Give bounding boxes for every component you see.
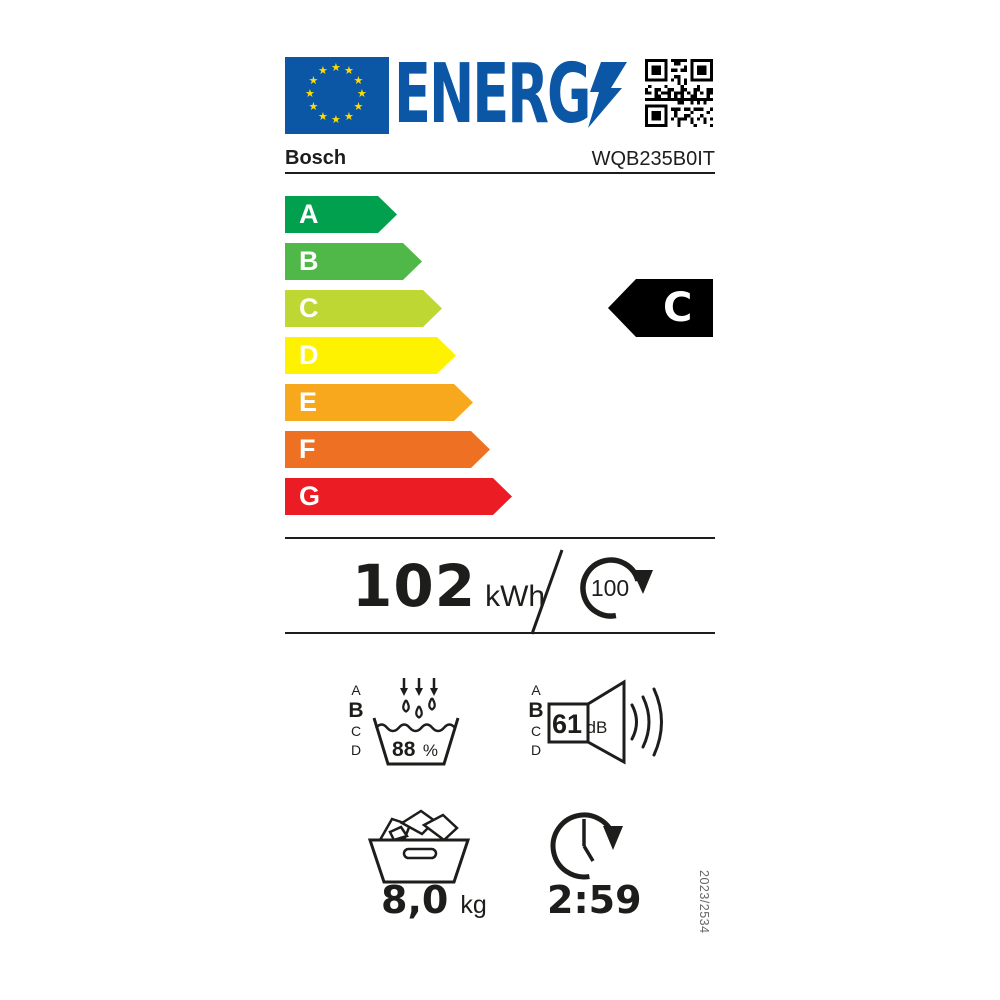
- eu-star-icon: ★: [353, 101, 364, 113]
- svg-text:88 %: 88 %: [392, 738, 438, 761]
- energy-class-arrow-c: C: [285, 290, 442, 327]
- class-letter-b: B: [348, 699, 364, 722]
- eu-star-icon: ★: [331, 114, 341, 126]
- energy-class-indicator-label: C: [663, 285, 693, 331]
- energy-class-arrow-g: G: [285, 478, 512, 515]
- class-letter-d: D: [530, 742, 542, 758]
- eu-star-icon: ★: [353, 75, 364, 87]
- class-letter-c: C: [530, 723, 542, 739]
- lightning-bolt-icon: [588, 62, 627, 128]
- eu-star-icon: ★: [318, 110, 328, 123]
- energy-class-arrow-label: F: [299, 434, 316, 464]
- class-letter-b: B: [528, 699, 544, 722]
- divider-bottom: [285, 632, 715, 634]
- per-slash-icon: [530, 549, 564, 635]
- eu-star-icon: ★: [305, 88, 315, 100]
- capacity: 8,0 kg: [381, 878, 487, 922]
- energy-class-arrow-label: C: [299, 293, 319, 323]
- eu-star-icon: ★: [344, 110, 354, 123]
- class-letter-c: C: [350, 723, 362, 739]
- energy-class-indicator: C: [608, 279, 713, 337]
- model-number: WQB235B0IT: [591, 148, 715, 170]
- capacity-unit: kg: [460, 891, 487, 919]
- energy-class-arrow-label: G: [299, 481, 321, 511]
- energy-consumption: 102 kWh: [352, 552, 545, 620]
- eu-star-icon: ★: [331, 62, 341, 74]
- class-letter-a: A: [531, 682, 541, 698]
- divider-top: [285, 537, 715, 539]
- cycle-duration-value: 2:59: [547, 878, 642, 922]
- energy-class-arrow-b: B: [285, 243, 422, 280]
- condensation-value: 88: [392, 738, 416, 761]
- eu-star-icon: ★: [308, 101, 319, 113]
- noise-value: 61: [552, 709, 582, 739]
- laundry-basket-icon: [367, 809, 471, 884]
- eu-star-icon: ★: [308, 75, 319, 87]
- energy-class-arrow-label: A: [299, 199, 319, 229]
- energy-class-arrow-label: B: [299, 246, 319, 276]
- condensation-unit: %: [423, 741, 438, 760]
- class-letter-a: A: [351, 682, 361, 698]
- capacity-value: 8,0: [381, 878, 449, 922]
- class-letter-d: D: [350, 742, 362, 758]
- eu-star-icon: ★: [357, 88, 367, 100]
- eu-star-icon: ★: [344, 65, 354, 78]
- eu-star-icon: ★: [318, 65, 328, 78]
- cycle-counter-icon: 100: [580, 557, 653, 619]
- header-divider: [285, 172, 715, 174]
- energy-class-arrow-e: E: [285, 384, 473, 421]
- energy-class-arrow-label: E: [299, 387, 318, 417]
- energy-class-arrow-d: D: [285, 337, 456, 374]
- energy-class-arrow-f: F: [285, 431, 490, 468]
- energy-logo-text: ENERG: [394, 47, 591, 142]
- brand-name: Bosch: [285, 147, 347, 169]
- clock-icon: [550, 812, 623, 880]
- per-100-cycles-value: 100: [591, 575, 629, 601]
- svg-text:61 dB: 61 dB: [552, 709, 607, 739]
- regulation-number: 2023/2534: [697, 870, 711, 934]
- energy-class-arrow-a: A: [285, 196, 397, 233]
- noise-unit: dB: [587, 718, 608, 737]
- qr-code-icon: [645, 59, 713, 127]
- water-tub-icon: 88 %: [372, 678, 460, 766]
- energy-consumption-unit: kWh: [485, 580, 546, 613]
- energy-class-arrow-label: D: [299, 340, 319, 370]
- eu-flag-icon: ★ ★ ★ ★ ★ ★ ★ ★ ★ ★ ★ ★: [285, 57, 389, 134]
- speaker-icon: 61 dB: [547, 679, 663, 765]
- energy-consumption-value: 102: [352, 552, 477, 620]
